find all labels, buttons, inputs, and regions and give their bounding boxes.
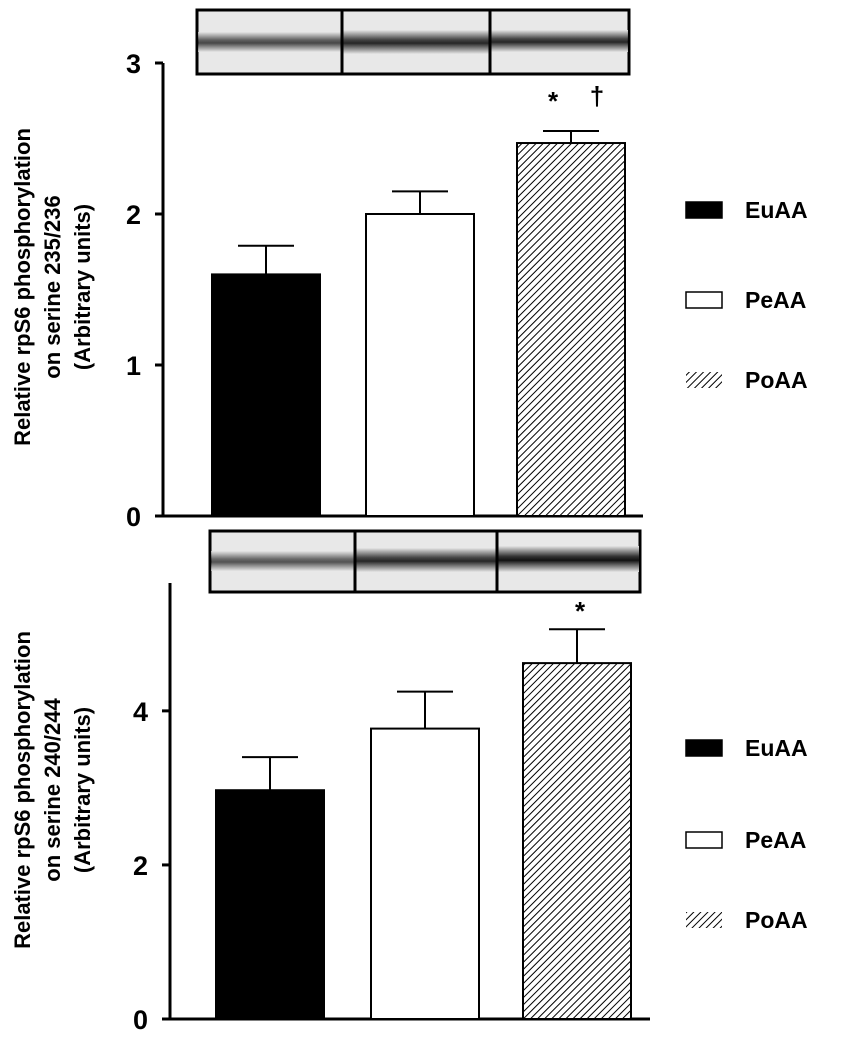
legend-swatch bbox=[686, 372, 722, 388]
y-axis-label: on serine 235/236 bbox=[40, 195, 65, 378]
y-axis-label: (Arbitrary units) bbox=[70, 204, 95, 370]
legend-swatch bbox=[685, 831, 723, 849]
legend-swatch bbox=[685, 739, 723, 757]
y-tick-label: 0 bbox=[133, 1005, 148, 1035]
annotation: * bbox=[548, 86, 559, 116]
legend-label: PeAA bbox=[745, 827, 806, 853]
legend-label: EuAA bbox=[745, 735, 808, 761]
y-axis-label: on serine 240/244 bbox=[40, 698, 65, 882]
y-tick-label: 2 bbox=[126, 200, 141, 230]
legend-swatch bbox=[685, 201, 723, 219]
annotation: † bbox=[590, 81, 604, 111]
bar bbox=[215, 789, 325, 1021]
bar bbox=[516, 142, 626, 517]
bar bbox=[365, 213, 475, 517]
legend-label: PeAA bbox=[745, 287, 806, 313]
blot-bottom bbox=[208, 529, 642, 594]
y-tick-label: 2 bbox=[133, 851, 148, 881]
annotation: * bbox=[575, 596, 586, 626]
legend-label: PoAA bbox=[745, 907, 808, 933]
y-tick-label: 1 bbox=[126, 351, 141, 381]
y-axis-label: Relative rpS6 phosphorylation bbox=[10, 631, 35, 949]
y-tick-label: 3 bbox=[126, 49, 141, 79]
bar bbox=[370, 727, 480, 1020]
y-tick-label: 0 bbox=[126, 502, 141, 532]
y-tick-label: 4 bbox=[133, 697, 148, 727]
legend-swatch bbox=[685, 291, 723, 309]
legend-label: PoAA bbox=[745, 367, 808, 393]
legend-label: EuAA bbox=[745, 197, 808, 223]
bar bbox=[522, 662, 632, 1021]
y-axis-label: Relative rpS6 phosphorylation bbox=[10, 128, 35, 446]
y-axis-label: (Arbitrary units) bbox=[70, 707, 95, 873]
blot-top bbox=[195, 8, 631, 76]
bar bbox=[211, 273, 321, 517]
legend-swatch bbox=[686, 912, 722, 928]
